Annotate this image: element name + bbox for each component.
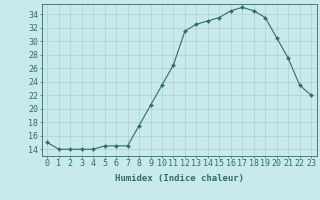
X-axis label: Humidex (Indice chaleur): Humidex (Indice chaleur) [115,174,244,183]
